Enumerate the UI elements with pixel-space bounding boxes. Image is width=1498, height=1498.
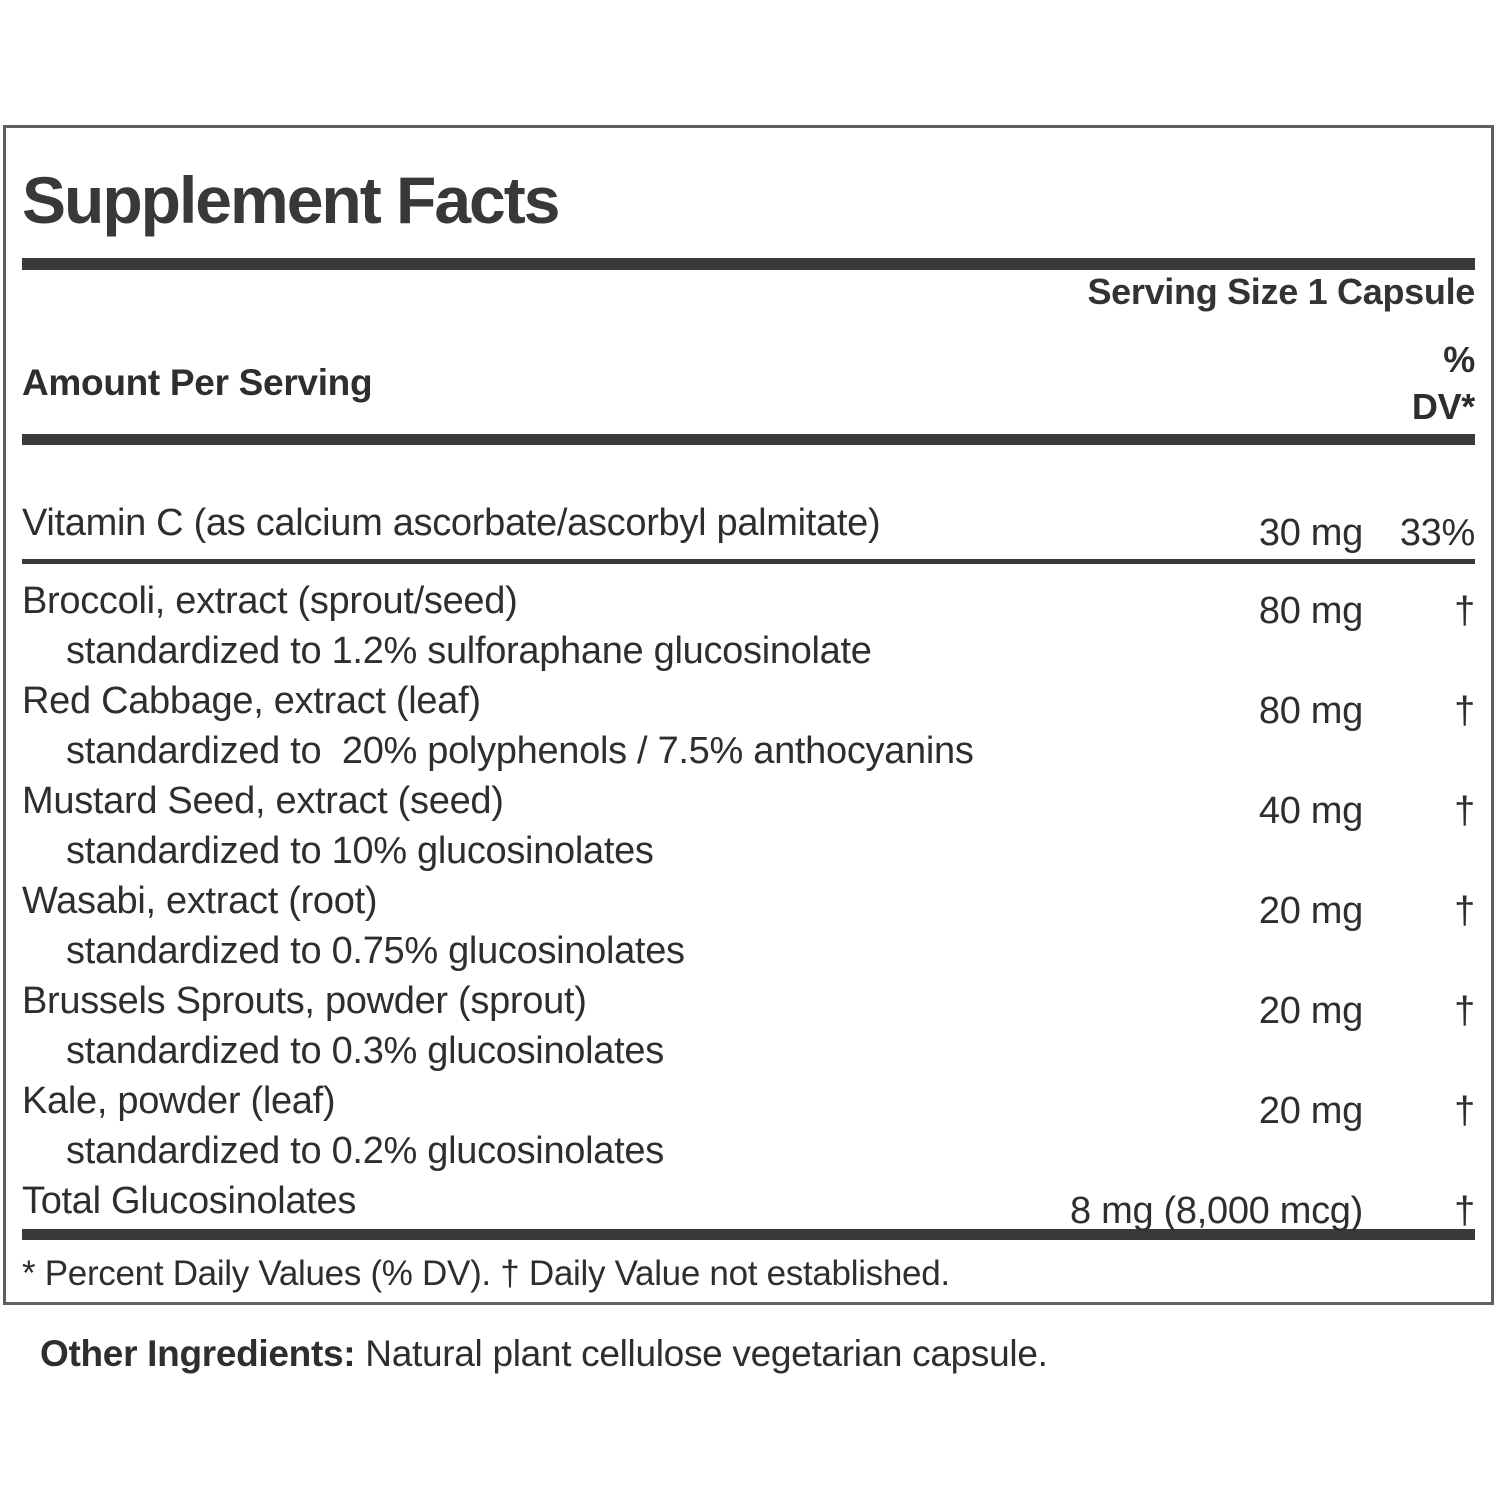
percent-dv-header-line2: DV* (1411, 386, 1475, 427)
ingredient-name: Red Cabbage, extract (leaf) (22, 680, 481, 722)
ingredient-dv: † (1454, 790, 1475, 832)
ingredient-name: Broccoli, extract (sprout/seed) (22, 580, 518, 622)
amount-per-serving-header: Amount Per Serving (22, 362, 373, 403)
ingredient-dv: † (1454, 890, 1475, 932)
label-title: Supplement Facts (22, 163, 560, 237)
ingredient-amount: 40 mg (1258, 790, 1363, 832)
ingredient-amount: 20 mg (1258, 890, 1363, 932)
ingredient-name: Brussels Sprouts, powder (sprout) (22, 980, 587, 1022)
ingredient-amount: 80 mg (1258, 590, 1363, 632)
ingredient-standardization: standardized to 0.2% glucosinolates (66, 1130, 664, 1172)
percent-dv-header: % DV* (1412, 336, 1475, 430)
ingredient-name: Vitamin C (as calcium ascorbate/ascorbyl… (22, 502, 881, 544)
ingredient-row-broccoli: Broccoli, extract (sprout/seed) 80 mg † (22, 579, 1475, 632)
supplement-facts-label: Supplement Facts Serving Size 1 Capsule … (3, 125, 1494, 1305)
ingredient-dv: † (1454, 690, 1475, 732)
ingredient-standardization: standardized to 0.3% glucosinolates (66, 1030, 664, 1072)
column-header-row: Amount Per Serving % DV* (22, 336, 1475, 430)
ingredient-amount: 80 mg (1258, 690, 1363, 732)
ingredient-name: Wasabi, extract (root) (22, 880, 378, 922)
ingredient-row-vitamin-c: Vitamin C (as calcium ascorbate/ascorbyl… (22, 501, 1475, 554)
ingredient-name: Kale, powder (leaf) (22, 1080, 336, 1122)
ingredient-dv: 33% (1399, 512, 1475, 554)
divider-under-vitamin-c (22, 559, 1475, 564)
ingredient-row-kale: Kale, powder (leaf) 20 mg † (22, 1079, 1475, 1132)
ingredient-dv: † (1454, 1090, 1475, 1132)
other-ingredients-label: Other Ingredients: (40, 1333, 356, 1374)
ingredient-dv: † (1454, 990, 1475, 1032)
ingredient-name: Mustard Seed, extract (seed) (22, 780, 504, 822)
ingredient-amount: 8 mg (8,000 mcg) (1070, 1190, 1363, 1232)
ingredient-standardization: standardized to 20% polyphenols / 7.5% a… (66, 730, 974, 772)
ingredient-standardization: standardized to 1.2% sulforaphane glucos… (66, 630, 872, 672)
ingredient-row-mustard-seed: Mustard Seed, extract (seed) 40 mg † (22, 779, 1475, 832)
ingredient-amount: 30 mg (1258, 512, 1363, 554)
divider-above-footnote (22, 1229, 1475, 1240)
daily-value-footnote: * Percent Daily Values (% DV). † Daily V… (22, 1254, 950, 1293)
ingredient-row-wasabi: Wasabi, extract (root) 20 mg † (22, 879, 1475, 932)
ingredient-name: Total Glucosinolates (22, 1180, 357, 1222)
ingredient-standardization: standardized to 0.75% glucosinolates (66, 930, 685, 972)
ingredient-amount: 20 mg (1258, 990, 1363, 1032)
ingredient-row-total-glucosinolates: Total Glucosinolates 8 mg (8,000 mcg) † (22, 1179, 1475, 1232)
ingredient-standardization: standardized to 10% glucosinolates (66, 830, 654, 872)
ingredient-dv: † (1454, 1190, 1475, 1232)
percent-dv-header-line1: % (1443, 339, 1475, 380)
ingredient-row-brussels-sprouts: Brussels Sprouts, powder (sprout) 20 mg … (22, 979, 1475, 1032)
ingredient-row-red-cabbage: Red Cabbage, extract (leaf) 80 mg † (22, 679, 1475, 732)
divider-under-header (22, 434, 1475, 445)
other-ingredients-line: Other Ingredients: Natural plant cellulo… (40, 1332, 1048, 1376)
ingredient-dv: † (1454, 590, 1475, 632)
divider-under-title (22, 258, 1475, 270)
other-ingredients-text: Natural plant cellulose vegetarian capsu… (355, 1333, 1048, 1374)
serving-size: Serving Size 1 Capsule (1087, 271, 1475, 312)
ingredient-amount: 20 mg (1258, 1090, 1363, 1132)
